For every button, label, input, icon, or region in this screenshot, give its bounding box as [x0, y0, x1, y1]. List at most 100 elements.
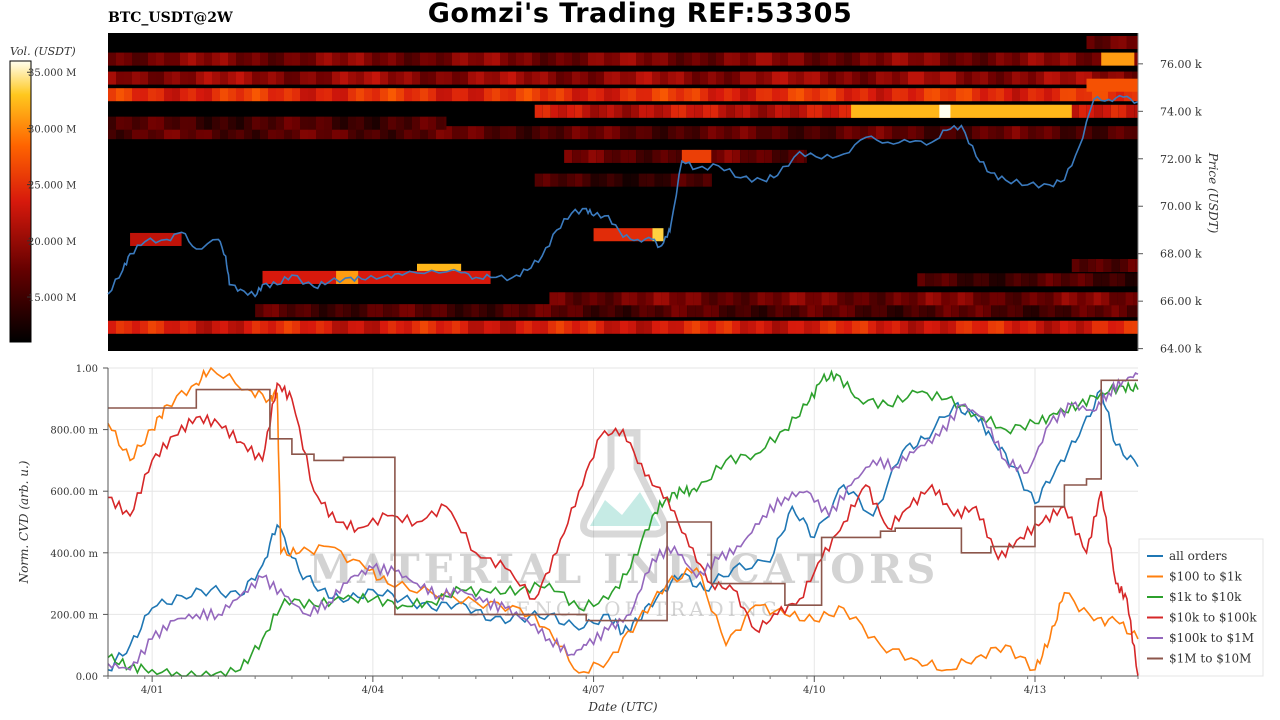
heatmap-cell [535, 304, 544, 318]
heatmap-cell [476, 88, 484, 102]
heatmap-cell [292, 320, 300, 334]
heatmap-cell [941, 273, 950, 287]
heatmap-cell [948, 88, 956, 102]
heatmap-cell [877, 292, 886, 306]
heatmap-cell [356, 126, 364, 140]
heatmap-cell [284, 71, 292, 85]
heatmap-cell [452, 88, 460, 102]
heatmap-cell [228, 52, 236, 66]
heatmap-cell [1076, 71, 1084, 85]
heatmap-cell [388, 116, 396, 130]
heatmap-cell [148, 126, 156, 140]
heatmap-cell [988, 126, 996, 140]
heatmap-cell [711, 304, 720, 318]
heatmap-cell [1118, 35, 1127, 50]
heatmap-cell [327, 304, 336, 318]
heatmap-cell [598, 173, 607, 187]
heatmap-cell [212, 52, 220, 66]
heatmap-cell [766, 104, 775, 118]
heatmap-cell [1132, 71, 1138, 85]
heatmap-cell [1079, 259, 1088, 273]
heatmap-cell [316, 52, 324, 66]
heatmap-cell [822, 104, 831, 118]
heatmap-cell [628, 52, 636, 66]
heatmap-cell [940, 52, 948, 66]
heatmap-cell [196, 52, 204, 66]
heatmap-cell [980, 52, 988, 66]
heatmap-cell [780, 88, 788, 102]
heatmap-cell [717, 292, 726, 306]
heatmap-cell [484, 320, 492, 334]
heatmap-cell [687, 304, 696, 318]
heatmap-cell [694, 104, 703, 118]
heatmap-cell [292, 88, 300, 102]
heatmap-cell [676, 71, 684, 85]
heatmap-cell [324, 116, 332, 130]
heatmap-cell [132, 320, 140, 334]
heatmap-cell [743, 304, 752, 318]
heatmap-cell [132, 126, 140, 140]
heatmap-cell [660, 320, 668, 334]
heatmap-cell [492, 88, 500, 102]
heatmap-cell [660, 149, 669, 163]
heatmap-cell [884, 71, 892, 85]
heatmap-cell [1132, 88, 1138, 102]
heatmap-cell [805, 292, 814, 306]
heatmap-cell [1132, 52, 1138, 66]
heatmap-cell [860, 52, 868, 66]
heatmap-cell [748, 88, 756, 102]
heatmap-cell [1116, 320, 1124, 334]
heatmap-cell [668, 88, 676, 102]
heatmap-cell [972, 52, 980, 66]
heatmap-cell [965, 273, 974, 287]
heatmap-cell [148, 116, 156, 130]
heatmap-cell [575, 304, 584, 318]
heatmap-cell [670, 173, 679, 187]
heatmap-cell [590, 104, 599, 118]
heatmap-cell [836, 88, 844, 102]
heatmap-cell [732, 88, 740, 102]
heatmap-cell [1052, 126, 1060, 140]
heatmap-cell [791, 304, 800, 318]
heatmap-cell [204, 71, 212, 85]
heatmap-cell [1127, 304, 1136, 318]
heatmap-cell [716, 71, 724, 85]
colorbar-tick-label: 15.000 M [28, 293, 76, 304]
heatmap-cell [180, 320, 188, 334]
heatmap-cell [973, 273, 982, 287]
heatmap-cell [951, 304, 960, 318]
heatmap-cell [1092, 88, 1100, 102]
heatmap-cell [820, 126, 828, 140]
heatmap-cell [1004, 126, 1012, 140]
heatmap-cell [500, 320, 508, 334]
heatmap-cell [444, 126, 452, 140]
heatmap-cell [1109, 273, 1118, 287]
heatmap-cell [652, 52, 660, 66]
heatmap-cell [420, 71, 428, 85]
heatmap-hotspot [939, 104, 951, 118]
heatmap-cell [340, 88, 348, 102]
heatmap-cell [364, 88, 372, 102]
heatmap-cell [614, 104, 623, 118]
heatmap-cell [662, 104, 671, 118]
heatmap-cell [500, 71, 508, 85]
heatmap-cell [844, 88, 852, 102]
heatmap-cell [108, 116, 116, 130]
heatmap-cell [980, 320, 988, 334]
heatmap-cell [452, 71, 460, 85]
heatmap-cell [678, 173, 687, 187]
heatmap-cell [268, 126, 276, 140]
heatmap-cell [908, 52, 916, 66]
heatmap-cell [614, 173, 623, 187]
heatmap-cell [956, 126, 964, 140]
heatmap-cell [516, 52, 524, 66]
heatmap-cell [1060, 88, 1068, 102]
heatmap-cell [612, 71, 620, 85]
heatmap-cell [599, 304, 608, 318]
heatmap-cell [604, 52, 612, 66]
heatmap-cell [140, 116, 148, 130]
heatmap-cell [684, 88, 692, 102]
heatmap-cell [596, 88, 604, 102]
